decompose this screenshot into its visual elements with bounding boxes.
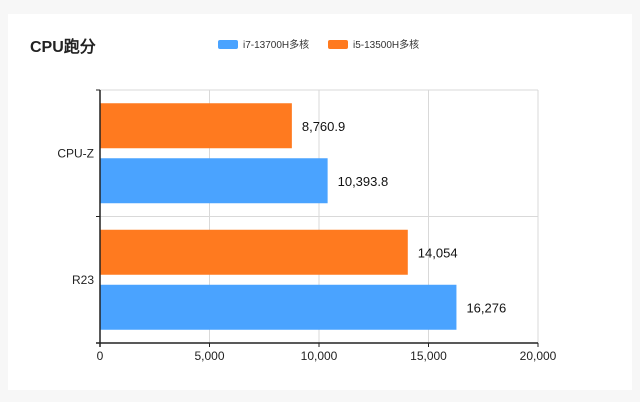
bars: 8,760.9 10,393.8 14,054 16,276 (100, 103, 506, 330)
chart-title: CPU跑分 (30, 37, 96, 56)
bar-r23-series-2 (100, 229, 408, 275)
y-tick-label-cpu-z: CPU-Z (57, 146, 94, 160)
x-tick-label-4: 20,000 (520, 349, 557, 363)
axes: CPU-Z R23 0 5,000 10,000 15,000 20,000 (57, 89, 557, 363)
x-tick-label-0: 0 (97, 349, 104, 363)
x-tick-label-3: 15,000 (410, 349, 447, 363)
x-tick-label-2: 10,000 (301, 349, 338, 363)
data-label-r23-series-1: 16,276 (466, 300, 506, 315)
legend-label-2[interactable]: i5-13500H多核 (353, 38, 419, 51)
x-tick-label-1: 5,000 (194, 349, 224, 363)
legend-swatch-2[interactable] (328, 40, 348, 49)
bar-cpu-z-series-2 (100, 103, 292, 149)
bar-cpu-z-series-1 (100, 158, 328, 204)
legend-label-1[interactable]: i7-13700H多核 (243, 38, 309, 51)
data-label-cpu-z-series-1: 10,393.8 (338, 174, 389, 189)
legend-swatch-1[interactable] (218, 40, 238, 49)
legend: i7-13700H多核 i5-13500H多核 (218, 38, 419, 51)
data-label-r23-series-2: 14,054 (418, 245, 458, 260)
bar-r23-series-1 (100, 284, 457, 330)
data-label-cpu-z-series-2: 8,760.9 (302, 119, 345, 134)
y-tick-label-r23: R23 (72, 273, 94, 287)
